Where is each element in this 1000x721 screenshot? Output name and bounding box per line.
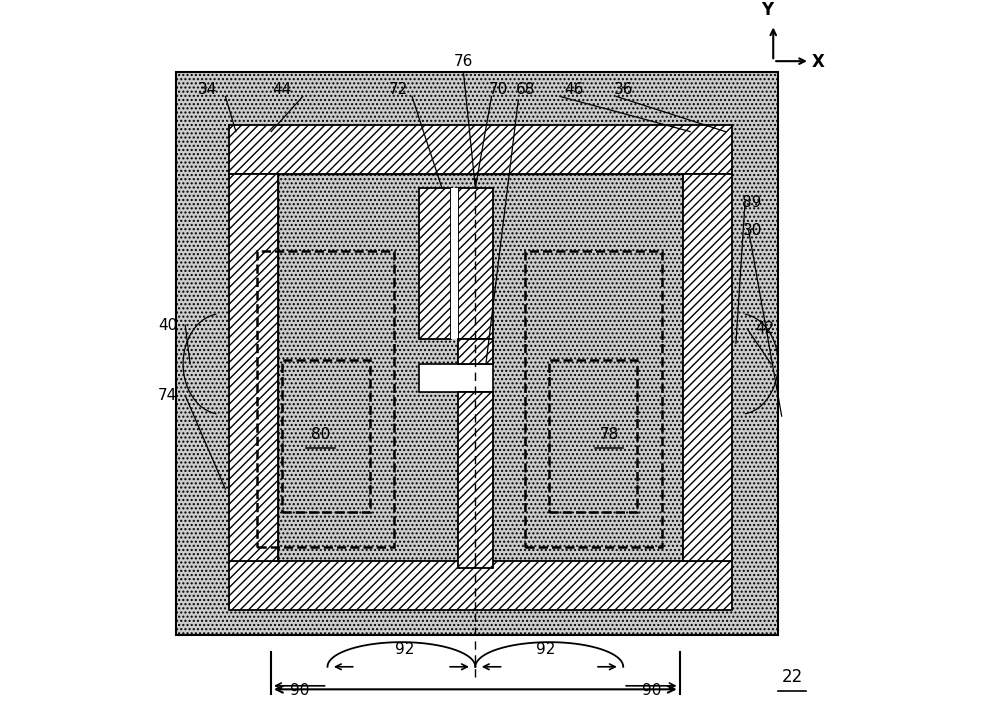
- Text: 22: 22: [782, 668, 803, 686]
- Text: 72: 72: [388, 81, 408, 97]
- Text: 44: 44: [272, 81, 291, 97]
- Text: 80: 80: [311, 427, 330, 442]
- Text: 46: 46: [564, 81, 584, 97]
- Bar: [458, 340, 493, 364]
- Bar: [683, 174, 732, 561]
- Text: 34: 34: [198, 81, 217, 97]
- Bar: [229, 174, 278, 561]
- Text: 70: 70: [489, 81, 508, 97]
- Bar: [229, 561, 732, 611]
- Text: 78: 78: [600, 427, 619, 442]
- Text: 92: 92: [536, 642, 555, 657]
- Bar: [419, 188, 451, 340]
- Text: 90: 90: [290, 684, 309, 698]
- Text: 90: 90: [642, 684, 661, 698]
- Text: 42: 42: [755, 322, 774, 336]
- Bar: [419, 364, 493, 392]
- Text: 76: 76: [454, 53, 473, 68]
- Text: Y: Y: [762, 1, 774, 19]
- Bar: [229, 125, 732, 174]
- Bar: [525, 252, 662, 547]
- Text: 92: 92: [395, 642, 415, 657]
- Text: 89: 89: [742, 195, 762, 210]
- Bar: [451, 188, 458, 340]
- Bar: [458, 392, 493, 568]
- Text: 36: 36: [613, 81, 633, 97]
- Bar: [257, 252, 394, 547]
- Text: 74: 74: [158, 388, 177, 403]
- Text: X: X: [812, 53, 825, 71]
- Bar: [282, 360, 370, 512]
- Text: 30: 30: [742, 223, 762, 238]
- Bar: [458, 188, 493, 340]
- Bar: [549, 360, 637, 512]
- Text: 68: 68: [516, 81, 535, 97]
- Bar: [278, 174, 683, 561]
- Text: 40: 40: [158, 318, 177, 333]
- Bar: [176, 71, 778, 635]
